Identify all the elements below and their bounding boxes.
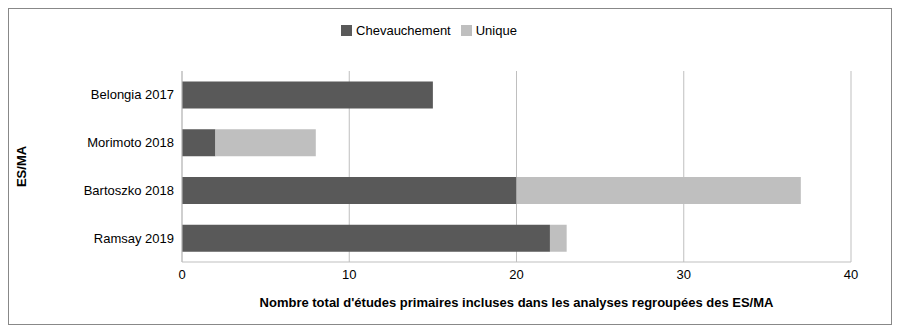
html-text:Chevauchement: Chevauchement <box>356 23 451 38</box>
svg-text:Nombre total d'études primaire: Nombre total d'études primaires incluses… <box>260 295 774 310</box>
svg-text:30: 30 <box>677 267 691 282</box>
html-text:Unique: Unique <box>475 23 517 38</box>
svg-text:Ramsay 2019: Ramsay 2019 <box>94 231 174 246</box>
svg-text:Bartoszko 2018: Bartoszko 2018 <box>84 183 174 198</box>
svg-text:40: 40 <box>844 267 858 282</box>
svg-text:0: 0 <box>178 267 185 282</box>
svg-text:20: 20 <box>509 267 523 282</box>
svg-text:ES/MA: ES/MA <box>14 145 29 187</box>
svg-text:10: 10 <box>342 267 356 282</box>
svg-text:Morimoto 2018: Morimoto 2018 <box>87 135 174 150</box>
svg-text:Belongia 2017: Belongia 2017 <box>91 87 174 102</box>
